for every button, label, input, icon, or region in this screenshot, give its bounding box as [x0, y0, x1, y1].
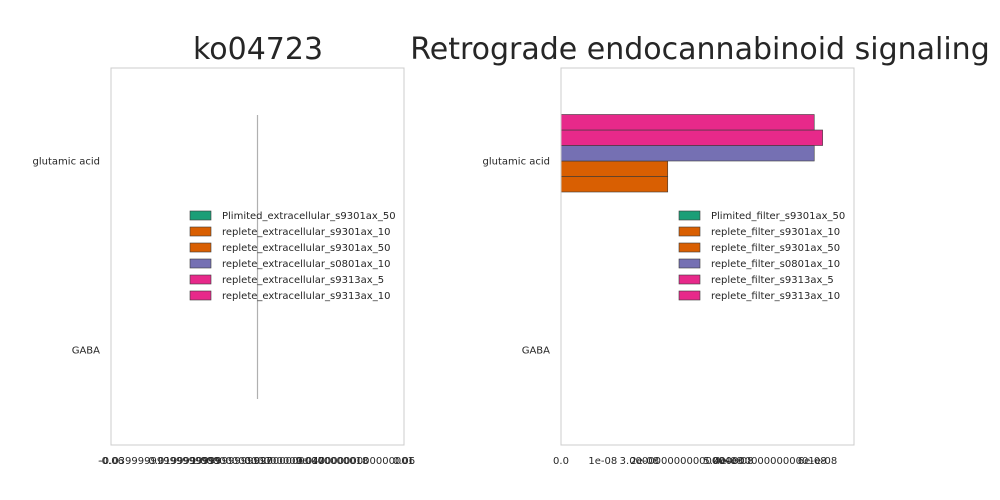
- legend-swatch-1-5: [678, 290, 701, 301]
- legend-swatch-0-4: [189, 274, 212, 285]
- legend-label-0-3: replete_extracellular_s0801ax_10: [222, 259, 390, 270]
- x-tick-label-0-5: 0.04000000000000001: [296, 456, 414, 467]
- legend-label-1-5: replete_filter_s9313ax_10: [711, 291, 840, 302]
- plot-frame-1: [560, 67, 855, 446]
- legend-swatch-0-3: [189, 258, 212, 269]
- legend-swatch-1-1: [678, 226, 701, 237]
- bar-1-0-1: [560, 176, 669, 193]
- legend-swatch-1-2: [678, 242, 701, 253]
- legend-label-1-4: replete_filter_s9313ax_5: [711, 275, 834, 286]
- bar-1-0-4: [560, 129, 823, 146]
- legend-swatch-0-1: [189, 226, 212, 237]
- plot-frame-0: [110, 67, 405, 446]
- legend-label-1-0: Plimited_filter_s9301ax_50: [711, 211, 845, 222]
- x-tick-label-0-0: -0.06: [98, 456, 124, 467]
- y-tick-label-1-1: GABA: [522, 346, 550, 357]
- legend-1: Plimited_filter_s9301ax_50 replete_filter…: [678, 210, 845, 302]
- legend-swatch-1-0: [678, 210, 701, 221]
- legend-label-0-2: replete_extracellular_s9301ax_50: [222, 243, 390, 254]
- bar-1-0-5: [560, 114, 815, 131]
- x-tick-label-1-2: 2e-08: [630, 456, 659, 467]
- x-tick-label-0-3: 1.0000000000000009e-17: [191, 456, 325, 467]
- chart-title-1: Retrograde endocannabinoid signaling: [410, 32, 990, 67]
- y-tick-label-0-1: GABA: [72, 346, 100, 357]
- legend-label-1-2: replete_filter_s9301ax_50: [711, 243, 840, 254]
- y-tick-label-1-0: glutamic acid: [483, 157, 550, 168]
- legend-label-1-1: replete_filter_s9301ax_10: [711, 227, 840, 238]
- x-tick-overlay-1-1: 5.0000000000000001e-08: [703, 456, 837, 467]
- legend-label-0-5: replete_extracellular_s9313ax_10: [222, 291, 390, 302]
- legend-swatch-0-0: [189, 210, 212, 221]
- chart-panel-retrograde-endocannabinoid: Plimited_filter_s9301ax_50 replete_filter…: [410, 32, 990, 467]
- legend-0: Plimited_extracellular_s9301ax_50replete…: [189, 210, 396, 302]
- chart-title-0: ko04723: [193, 32, 323, 67]
- legend-swatch-1-4: [678, 274, 701, 285]
- legend-swatch-1-3: [678, 258, 701, 269]
- x-tick-label-0-6: 0.06: [393, 456, 415, 467]
- bar-1-0-2: [560, 160, 669, 177]
- x-tick-label-1-1: 1e-08: [588, 456, 617, 467]
- x-tick-label-0-4: 0.020000000000000018: [244, 456, 368, 467]
- chart-panel-ko04723: Plimited_extracellular_s9301ax_50replete…: [33, 32, 416, 467]
- legend-label-1-3: replete_filter_s0801ax_10: [711, 259, 840, 270]
- x-tick-label-1-4: 6e-08: [798, 456, 827, 467]
- x-tick-label-0-2: -0.019999999999999997: [145, 456, 273, 467]
- legend-label-0-1: replete_extracellular_s9301ax_10: [222, 227, 390, 238]
- x-tick-overlay-1-0: 3.0000000000000004e-08: [620, 456, 754, 467]
- legend-swatch-0-2: [189, 242, 212, 253]
- x-tick-label-0-1: -0.03999999999999999: [99, 456, 220, 467]
- legend-label-0-0: Plimited_extracellular_s9301ax_50: [222, 211, 396, 222]
- x-tick-label-1-0: 0.0: [553, 456, 569, 467]
- legend-label-0-4: replete_extracellular_s9313ax_5: [222, 275, 384, 286]
- bar-1-0-3: [560, 145, 815, 162]
- x-tick-label-1-3: 4e-08: [714, 456, 743, 467]
- legend-swatch-0-5: [189, 290, 212, 301]
- y-tick-label-0-0: glutamic acid: [33, 157, 100, 168]
